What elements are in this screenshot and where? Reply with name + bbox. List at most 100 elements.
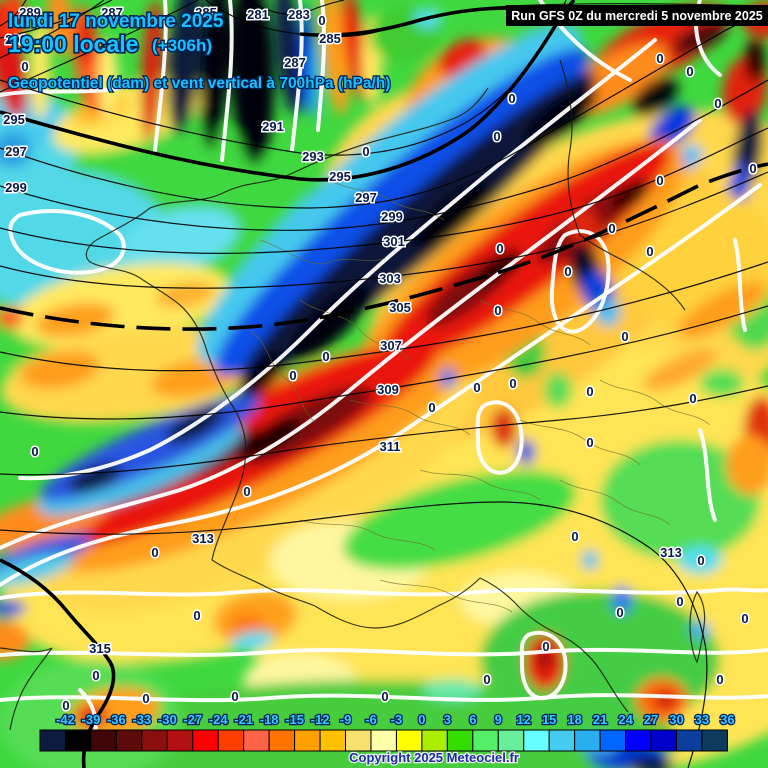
colorbar-value: 6 — [469, 712, 476, 727]
zero-label: 0 — [509, 376, 516, 391]
zero-label: 0 — [473, 380, 480, 395]
zero-label: 0 — [714, 96, 721, 111]
zero-label: 0 — [381, 689, 388, 704]
zero-label: 0 — [542, 639, 549, 654]
colorbar-cell — [268, 729, 296, 752]
zero-label: 0 — [231, 689, 238, 704]
colorbar-cell — [523, 729, 550, 752]
colorbar-value: -39 — [82, 712, 101, 727]
date-label: lundi 17 novembre 2025 — [8, 11, 224, 32]
colorbar-cell — [90, 729, 117, 752]
colorbar-value: -33 — [132, 712, 151, 727]
zero-label: 0 — [689, 391, 696, 406]
geopotential-label: 291 — [5, 32, 27, 47]
zero-label: 0 — [656, 173, 663, 188]
colorbar-cell — [141, 729, 168, 752]
colorbar-cell — [650, 729, 677, 752]
zero-label: 0 — [621, 329, 628, 344]
colorbar-cell — [625, 729, 652, 752]
colorbar-value: -3 — [391, 712, 403, 727]
colorbar-value: 21 — [593, 712, 607, 727]
zero-label: 0 — [564, 264, 571, 279]
parameter-label: Geopotentiel (dam) et vent vertical à 70… — [8, 75, 390, 92]
colorbar-value: 0 — [418, 712, 425, 727]
zero-label: 0 — [508, 91, 515, 106]
colorbar-cell — [166, 729, 194, 752]
colorbar-cell — [345, 729, 372, 752]
colorbar-cell — [472, 729, 499, 752]
zero-label: 0 — [62, 698, 69, 713]
run-info-label: Run GFS 0Z du mercredi 5 novembre 2025 — [511, 9, 763, 23]
geopotential-label: 297 — [355, 190, 377, 205]
zero-label: 0 — [616, 605, 623, 620]
zero-label: 0 — [111, 10, 118, 25]
zero-label: 0 — [586, 384, 593, 399]
geopotential-label: 285 — [195, 5, 217, 20]
colorbar-cell — [676, 729, 703, 752]
geopotential-label: 303 — [379, 271, 401, 286]
colorbar-value: -42 — [56, 712, 75, 727]
colorbar-cell — [370, 729, 397, 752]
colorbar-cell — [294, 729, 321, 752]
geopotential-label: 293 — [302, 149, 324, 164]
colorbar-cell — [115, 729, 143, 752]
zero-label: 0 — [697, 553, 704, 568]
zero-label: 0 — [289, 368, 296, 383]
colorbar-value: 15 — [542, 712, 556, 727]
zero-label: 0 — [92, 668, 99, 683]
run-info-box: Run GFS 0Z du mercredi 5 novembre 2025 — [506, 5, 768, 26]
zero-label: 0 — [749, 161, 756, 176]
geopotential-label: 285 — [319, 31, 341, 46]
colorbar-value: -6 — [365, 712, 377, 727]
zero-label: 0 — [494, 303, 501, 318]
zero-label: 0 — [21, 59, 28, 74]
colorbar-value: 30 — [669, 712, 683, 727]
colorbar-value: 24 — [618, 712, 633, 727]
zero-label: 0 — [483, 672, 490, 687]
colorbar-cell — [192, 729, 219, 752]
geopotential-label: 309 — [377, 382, 399, 397]
zero-label: 0 — [741, 611, 748, 626]
map-header: lundi 17 novembre 2025 19:00 locale (+30… — [6, 10, 391, 94]
geopotential-label: 311 — [380, 439, 401, 454]
colorbar-cell — [39, 729, 66, 752]
colorbar-value: -21 — [234, 712, 253, 727]
geopotential-label: 313 — [192, 531, 214, 546]
colorbar-cell — [421, 729, 448, 752]
zero-label: 0 — [362, 144, 369, 159]
colorbar-cell — [701, 729, 728, 752]
geopotential-label: 299 — [5, 180, 27, 195]
colorbar-legend: -42 -39 -36 -33 -30 -27 -24 -21 -18 -15 -12 -9 -6 -3 0… — [39, 711, 736, 752]
geopotential-label: 299 — [381, 209, 403, 224]
colorbar-value: -30 — [158, 712, 177, 727]
zero-label: 0 — [151, 545, 158, 560]
geopotential-label: 313 — [660, 545, 682, 560]
colorbar-value: 27 — [644, 712, 658, 727]
geopotential-label: 297 — [5, 144, 27, 159]
geopotential-label: 295 — [329, 169, 351, 184]
geopotential-label: 295 — [3, 112, 25, 127]
colorbar-value: -12 — [311, 712, 330, 727]
zero-label: 0 — [243, 484, 250, 499]
coastlines — [0, 59, 711, 731]
geopotential-label: 305 — [389, 300, 411, 315]
colorbar-value: -27 — [183, 712, 202, 727]
colorbar-value: -15 — [285, 712, 304, 727]
zero-label: 0 — [142, 691, 149, 706]
zero-label: 0 — [586, 435, 593, 450]
zero-label: 0 — [716, 672, 723, 687]
colorbar-value: 12 — [517, 712, 531, 727]
colorbar-value: -18 — [260, 712, 279, 727]
colorbar-cell — [599, 729, 627, 752]
zero-label: 0 — [193, 608, 200, 623]
zero-label: 0 — [428, 400, 435, 415]
copyright-label: Copyright 2025 Meteociel.fr — [349, 750, 519, 765]
colorbar-cell — [243, 729, 270, 752]
colorbar-value: 18 — [567, 712, 581, 727]
zero-label: 0 — [493, 129, 500, 144]
geopotential-label: 287 — [101, 5, 123, 20]
